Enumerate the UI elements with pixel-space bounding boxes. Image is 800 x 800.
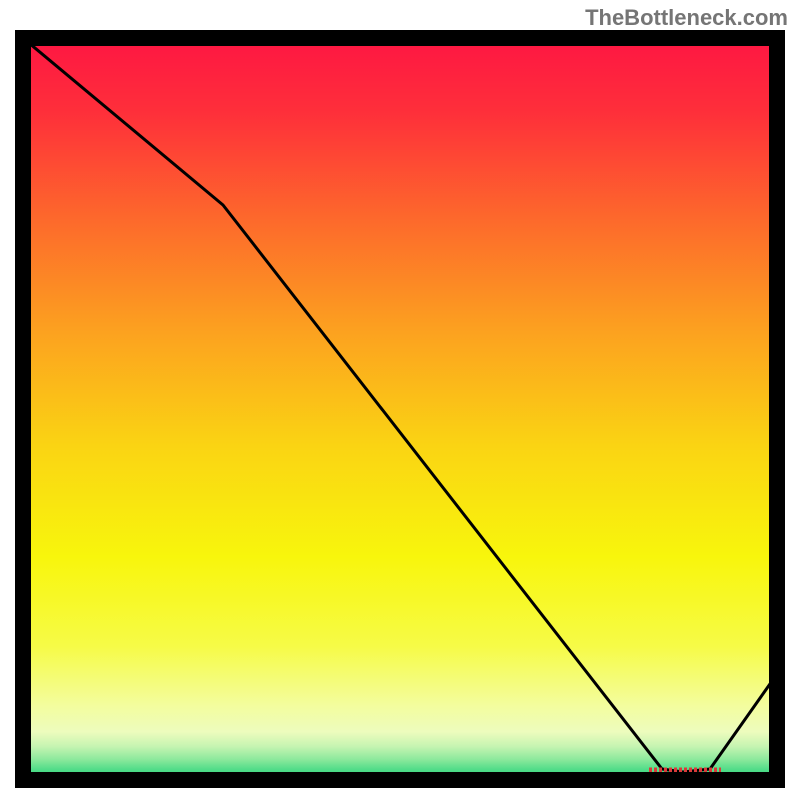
heat-gradient: [23, 38, 777, 780]
watermark: TheBottleneck.com: [585, 5, 788, 30]
bottleneck-chart: TheBottleneck.com: [0, 0, 800, 800]
chart-container: TheBottleneck.com: [0, 0, 800, 800]
